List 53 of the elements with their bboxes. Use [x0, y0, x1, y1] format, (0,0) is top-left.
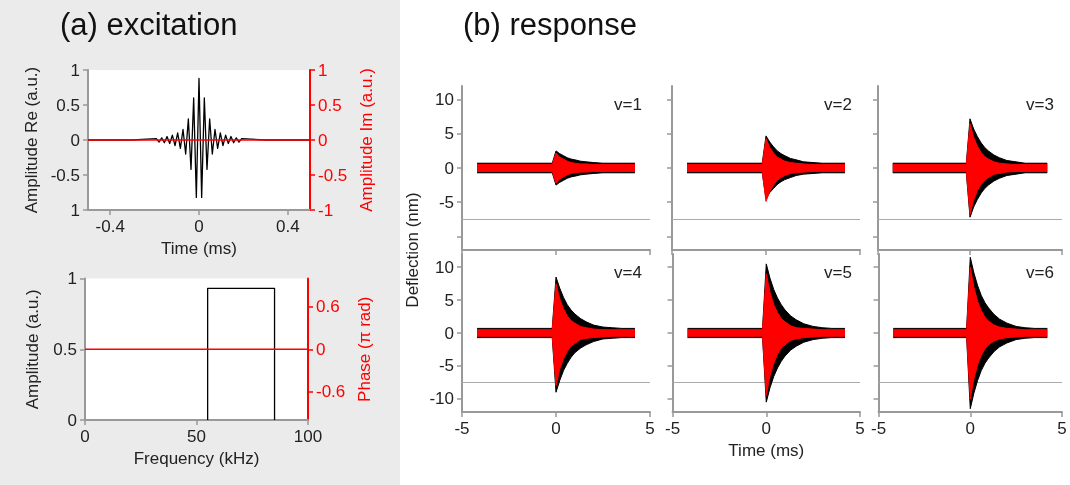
y-tick-label: 10 — [435, 90, 454, 110]
y2-tick-label: -1 — [318, 200, 334, 220]
y-tick-label: 0.5 — [53, 339, 77, 359]
y-tick-label: 1 — [67, 269, 77, 288]
x-axis-title: Time (ms) — [728, 440, 805, 460]
y2-tick-label: 0.6 — [316, 297, 340, 317]
annotation: v=1 — [614, 95, 643, 114]
x-tick-label: 5 — [855, 419, 865, 438]
x-axis-title: Frequency (kHz) — [133, 448, 260, 468]
x-tick-label: -5 — [665, 419, 681, 438]
y-tick-label: 0 — [444, 158, 454, 178]
y-axis-title: Amplitude (a.u.) — [23, 289, 42, 410]
y2-axis-title: Amplitude Im (a.u.) — [357, 68, 377, 212]
y2-tick-label: -0.5 — [318, 165, 348, 185]
y-axis-title: Deflection (nm) — [403, 192, 423, 308]
y-tick-label: 10 — [435, 257, 454, 277]
x-tick-label: 5 — [645, 419, 655, 438]
y-tick-label: 1 — [70, 60, 80, 80]
y2-tick-label: 1 — [318, 60, 328, 80]
annotation: v=2 — [824, 95, 853, 114]
y-tick-label: 1 — [70, 200, 80, 220]
y2-tick-label: 0 — [316, 339, 326, 359]
annotation: v=4 — [614, 263, 643, 282]
x-tick-label: -0.4 — [95, 217, 125, 236]
x-tick-label: 50 — [187, 427, 206, 446]
annotation: v=5 — [824, 263, 853, 282]
x-axis-title: Time (ms) — [161, 238, 237, 258]
x-tick-label: 0 — [194, 217, 204, 236]
x-tick-label: 100 — [293, 427, 323, 446]
y-tick-label: -10 — [429, 389, 454, 409]
x-tick-label: 5 — [1057, 419, 1067, 438]
annotation: v=6 — [1026, 263, 1055, 282]
y-tick-label: 0 — [444, 323, 454, 343]
y-tick-label: -5 — [438, 356, 454, 376]
x-tick-label: -5 — [871, 419, 887, 438]
y-tick-label: 0.5 — [56, 95, 80, 115]
chart-title: (b) response — [463, 7, 638, 42]
y2-axis-title: Phase (π rad) — [355, 296, 375, 402]
y-tick-label: 5 — [444, 290, 454, 310]
x-tick-label: 0.4 — [275, 217, 300, 236]
y2-tick-label: 0 — [318, 130, 328, 150]
x-tick-label: 0 — [965, 419, 976, 438]
chart-title: (a) excitation — [60, 7, 238, 42]
x-tick-label: 0 — [551, 419, 561, 438]
y-tick-label: 0 — [70, 130, 80, 150]
x-tick-label: 0 — [761, 419, 772, 438]
y-tick-label: -5 — [438, 192, 454, 212]
y-tick-label: -0.5 — [50, 165, 80, 185]
y2-tick-label: -0.6 — [316, 382, 346, 402]
y2-tick-label: 0.5 — [318, 95, 342, 115]
annotation: v=3 — [1026, 95, 1055, 114]
y-tick-label: 5 — [444, 124, 454, 144]
y-axis-title: Amplitude Re (a.u.) — [21, 66, 41, 214]
